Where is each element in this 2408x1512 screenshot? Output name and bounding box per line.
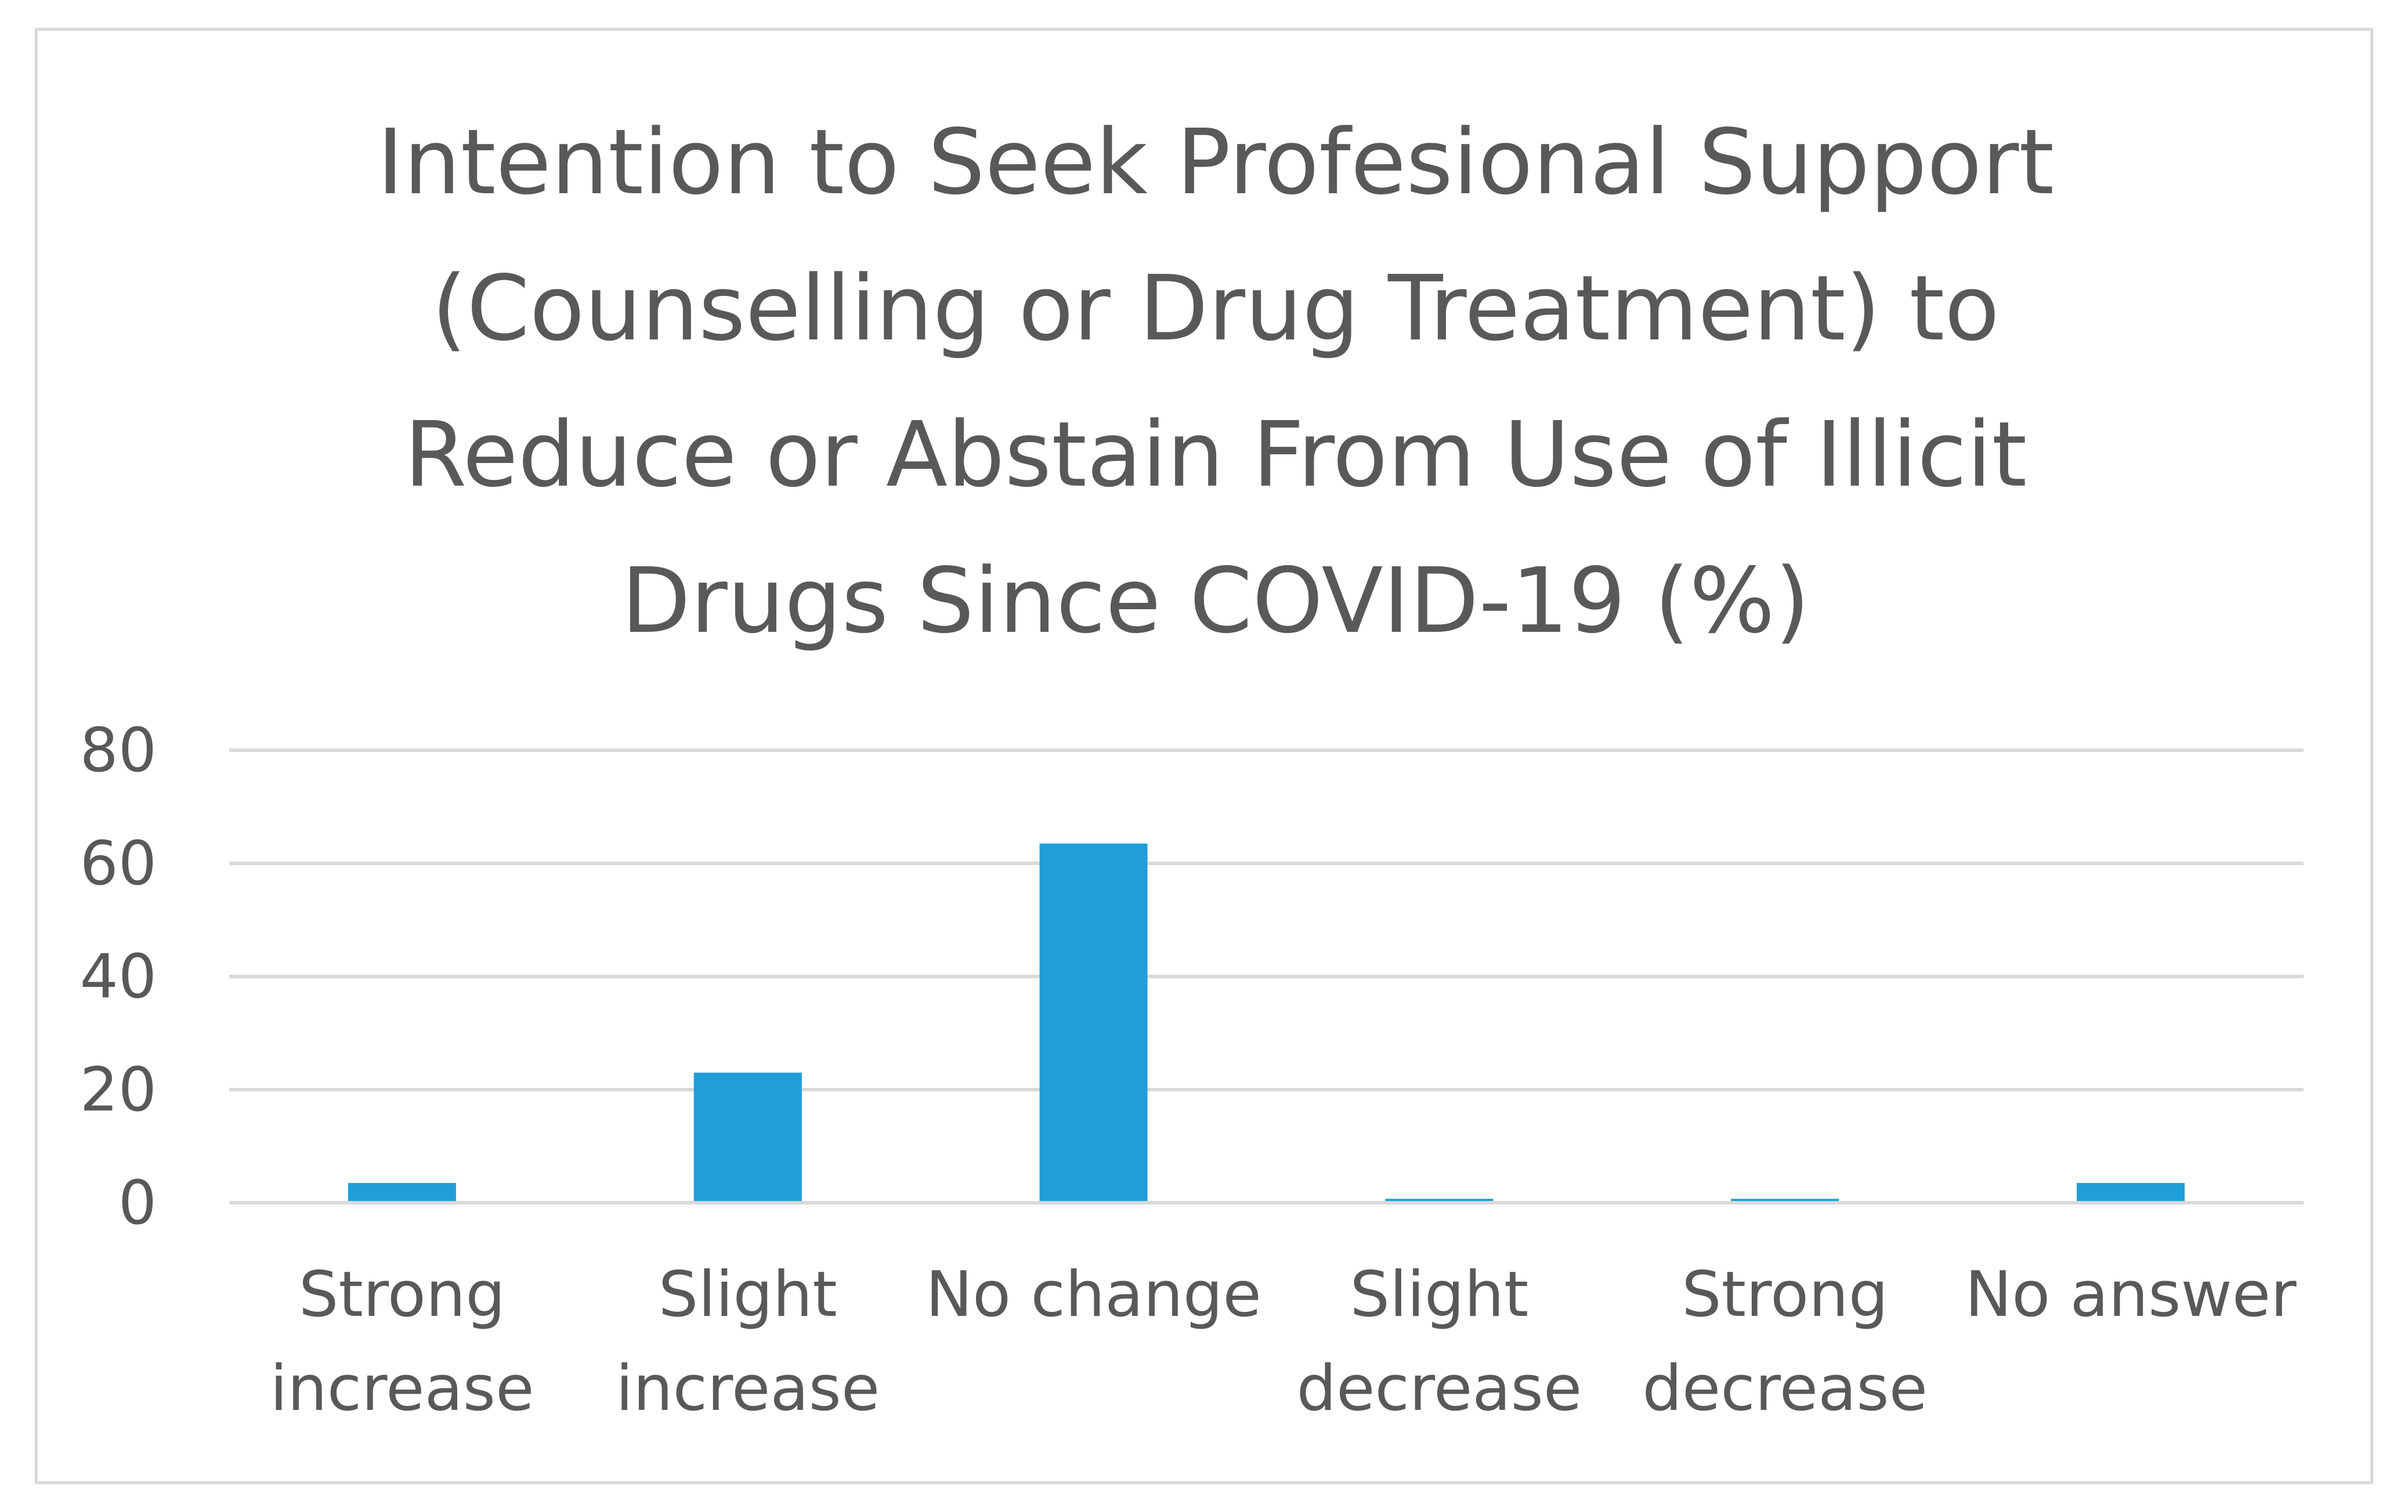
chart-frame: Intention to Seek Profesional Support (Co…: [35, 28, 2373, 1484]
chart-title-line-2: (Counselling or Drug Treatment) to: [432, 256, 2000, 361]
bar-2: [1039, 843, 1148, 1203]
category-label-5-line-1: No answer: [1965, 1258, 2297, 1331]
bars: [348, 843, 2185, 1203]
y-tick-label-40: 40: [80, 941, 157, 1012]
y-tick-label-60: 60: [80, 828, 157, 899]
bar-1: [693, 1072, 802, 1203]
bar-0: [348, 1182, 456, 1203]
chart-svg: Intention to Seek Profesional Support (Co…: [80, 110, 2304, 1425]
category-labels: Strong increase Slight increase No change Sli…: [270, 1258, 2297, 1425]
chart-title-line-3: Reduce or Abstain From Use of Illicit: [404, 402, 2027, 507]
y-axis-ticks: 0 20 40 60 80: [80, 715, 157, 1238]
bar-5: [2077, 1182, 2185, 1203]
category-label-4-line-2: decrease: [1642, 1352, 1928, 1425]
category-label-1-line-1: Slight: [659, 1258, 837, 1331]
chart-title-line-1: Intention to Seek Profesional Support: [377, 110, 2054, 215]
category-label-3-line-2: decrease: [1297, 1352, 1582, 1425]
category-label-2-line-1: No change: [925, 1258, 1261, 1331]
category-label-3-line-1: Slight: [1350, 1258, 1528, 1331]
gridlines: [229, 748, 2304, 1091]
y-tick-label-20: 20: [80, 1054, 157, 1125]
category-label-0-line-1: Strong: [299, 1258, 505, 1331]
category-label-0-line-2: increase: [270, 1352, 534, 1425]
chart-title-line-4: Drugs Since COVID-19 (%): [621, 548, 1810, 653]
chart-title: Intention to Seek Profesional Support (Co…: [377, 110, 2054, 653]
category-label-1-line-2: increase: [616, 1352, 880, 1425]
y-tick-label-80: 80: [80, 715, 157, 786]
bar-4: [1731, 1199, 1839, 1203]
y-tick-label-0: 0: [118, 1167, 157, 1238]
bar-3: [1385, 1199, 1494, 1203]
category-label-4-line-1: Strong: [1682, 1258, 1888, 1331]
